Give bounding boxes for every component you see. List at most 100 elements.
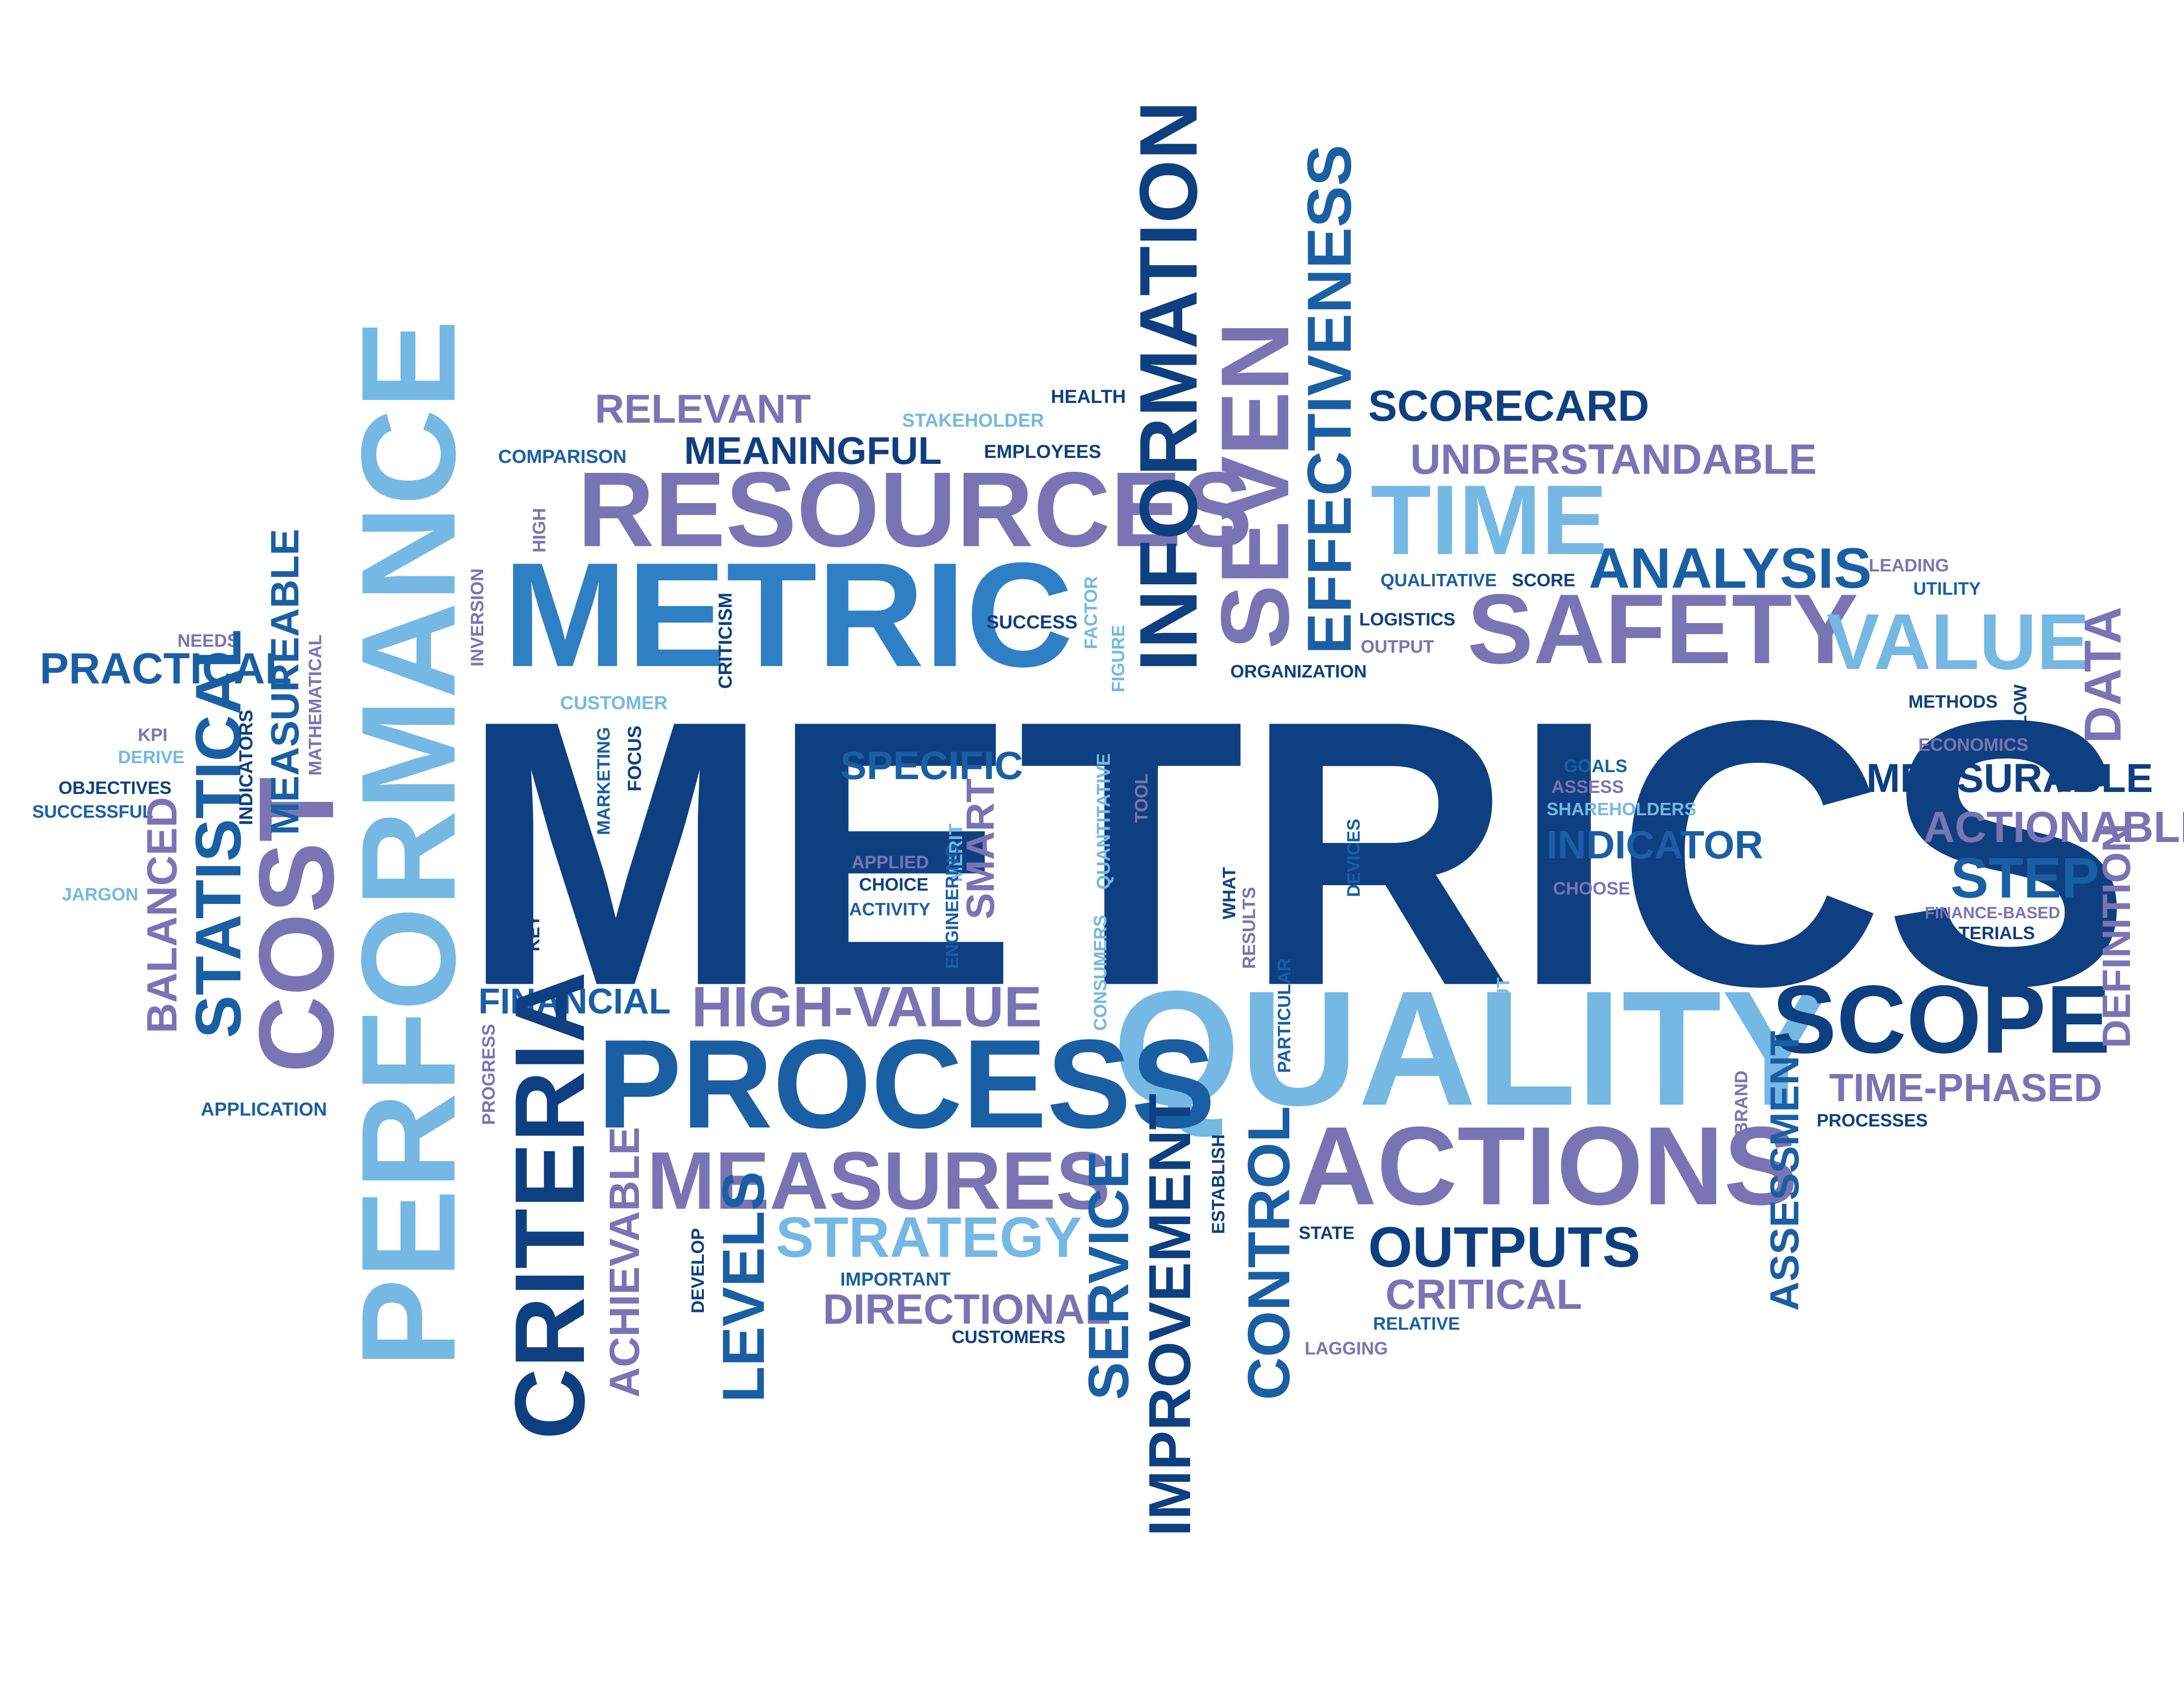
word-organization: ORGANIZATION	[1230, 661, 1367, 681]
word-activity: ACTIVITY	[849, 899, 931, 919]
word-assess: ASSESS	[1552, 777, 1624, 797]
word-state: STATE	[1299, 1223, 1355, 1243]
word-inversion: INVERSION	[467, 568, 487, 667]
word-progress: PROGRESS	[478, 1023, 499, 1125]
word-resources: RESOURCES	[577, 450, 1253, 569]
word-metric: METRIC	[503, 531, 1073, 698]
word-analysis: ANALYSIS	[1589, 537, 1872, 600]
word-establish: ESTABLISH	[1208, 1134, 1228, 1234]
word-indicator: INDICATOR	[1547, 823, 1764, 867]
word-measures: MEASURES	[647, 1135, 1111, 1226]
word-application: APPLICATION	[201, 1099, 327, 1120]
word-output: OUTPUT	[1361, 636, 1434, 657]
word-finance-based: FINANCE-BASED	[1925, 903, 2061, 922]
word-logistics: LOGISTICS	[1359, 609, 1456, 629]
word-time-phased: TIME-PHASED	[1829, 1066, 2103, 1110]
word-statistical: STATISTICAL	[182, 629, 254, 1038]
word-seven: SEVEN	[1201, 321, 1309, 649]
word-measurable: MEASURABLE	[1866, 756, 2153, 801]
word-targets: TARGETS	[1946, 944, 2030, 964]
word-goals: GOALS	[1564, 756, 1628, 776]
word-outputs: OUTPUTS	[1368, 1216, 1641, 1279]
word-criteria: CRITERIA	[495, 971, 605, 1440]
word-definition: DEFINITION	[2094, 823, 2138, 1048]
word-indicators: INDICATORS	[236, 710, 257, 825]
word-process: PROCESS	[597, 1013, 1215, 1155]
word-low: LOW	[2010, 684, 2030, 726]
word-develop: DEVELOP	[688, 1228, 708, 1313]
word-economics: ECONOMICS	[1918, 734, 2029, 755]
word-levels: LEVELS	[710, 1171, 777, 1403]
word-smart: SMART	[958, 778, 1002, 919]
word-financial: FINANCIAL	[478, 982, 671, 1021]
word-step: STEP	[1951, 846, 2100, 910]
word-customer: CUSTOMER	[560, 693, 668, 714]
word-figure: FIGURE	[1108, 624, 1128, 692]
word-criticism: CRITICISM	[715, 592, 736, 689]
word-shareholders: SHAREHOLDERS	[1547, 799, 1697, 819]
word-critical: CRITICAL	[1385, 1271, 1582, 1318]
word-marketing: MARKETING	[593, 727, 614, 835]
word-actionable: ACTIONABLE	[1923, 802, 2184, 851]
word-actions: ACTIONS	[1296, 1103, 1798, 1228]
word-derive: DERIVE	[118, 747, 185, 767]
word-assessment: ASSESSMENT	[1762, 1031, 1807, 1311]
word-achievable: ACHIEVABLE	[601, 1126, 648, 1398]
word-important: IMPORTANT	[840, 1269, 951, 1290]
word-high-value: HIGH-VALUE	[691, 975, 1042, 1039]
word-directional: DIRECTIONAL	[823, 1286, 1111, 1333]
word-stakeholder: STAKEHOLDER	[902, 410, 1044, 431]
word-service: SERVICE	[1077, 1151, 1141, 1400]
word-applied: APPLIED	[852, 852, 929, 872]
word-processes: PROCESSES	[1817, 1110, 1928, 1130]
word-high: HIGH	[529, 508, 549, 553]
word-key: KEY	[523, 914, 543, 952]
word-methods: METHODS	[1908, 691, 1998, 712]
word-quality: QUALITY	[1113, 956, 1831, 1139]
word-score: SCORE	[1512, 570, 1576, 590]
word-results: RESULTS	[1239, 887, 1259, 969]
word-leading: LEADING	[1869, 555, 1949, 575]
word-improvement: IMPROVEMENT	[1137, 1093, 1203, 1536]
word-success: SUCCESS	[986, 612, 1078, 633]
word-kpi: KPI	[138, 725, 168, 745]
word-relative: RELATIVE	[1373, 1313, 1460, 1334]
word-value: VALUE	[1827, 597, 2090, 686]
word-quantitative: QUANTITATIVE	[1093, 753, 1114, 890]
word-tool: TOOL	[1131, 773, 1151, 823]
word-employees: EMPLOYEES	[984, 442, 1101, 462]
word-engineering: ENGINEERING	[942, 844, 962, 969]
word-measureable: MEASUREABLE	[263, 529, 307, 835]
word-lagging: LAGGING	[1305, 1338, 1388, 1358]
word-control: CONTROL	[1236, 1106, 1302, 1400]
word-customers: CUSTOMERS	[952, 1327, 1066, 1347]
word-meaningful: MEANINGFUL	[684, 429, 942, 472]
word-requirements: REQUIREMENTS	[1133, 835, 1153, 979]
word-brand: BRAND	[1731, 1070, 1751, 1135]
word-understandable: UNDERSTANDABLE	[1410, 436, 1817, 483]
word-information: INFORMATION	[1123, 101, 1214, 672]
word-strategy: STRATEGY	[776, 1206, 1082, 1269]
word-safety: SAFETY	[1467, 574, 1858, 684]
word-objectives: OBJECTIVES	[58, 778, 172, 798]
word-scorecard: SCORECARD	[1368, 381, 1650, 430]
word-performance: PERFORMANCE	[334, 319, 483, 1368]
word-successful: SUCCESSFUL	[32, 801, 154, 822]
word-specific: SPECIFIC	[840, 743, 1023, 787]
word-practical: PRACTICAL	[40, 644, 292, 693]
word-focus: FOCUS	[625, 726, 645, 791]
word-choice: CHOICE	[859, 874, 929, 895]
word-comparison: COMPARISON	[498, 447, 627, 467]
word-health: HEALTH	[1051, 387, 1126, 407]
word-choose: CHOOSE	[1553, 878, 1631, 899]
word-materials: MATERIALS	[1932, 923, 2035, 943]
word-balanced: BALANCED	[139, 797, 186, 1033]
word-jargon: JARGON	[62, 884, 139, 904]
word-factor: FACTOR	[1081, 576, 1101, 649]
word-effectiveness: EFFECTIVENESS	[1295, 145, 1364, 654]
word-what: WHAT	[1219, 867, 1239, 919]
word-relevant: RELEVANT	[595, 387, 811, 432]
word-mathematical: MATHEMATICAL	[305, 634, 325, 776]
word-particular: PARTICULAR	[1274, 958, 1294, 1073]
word-consumers: CONSUMERS	[1090, 914, 1110, 1031]
